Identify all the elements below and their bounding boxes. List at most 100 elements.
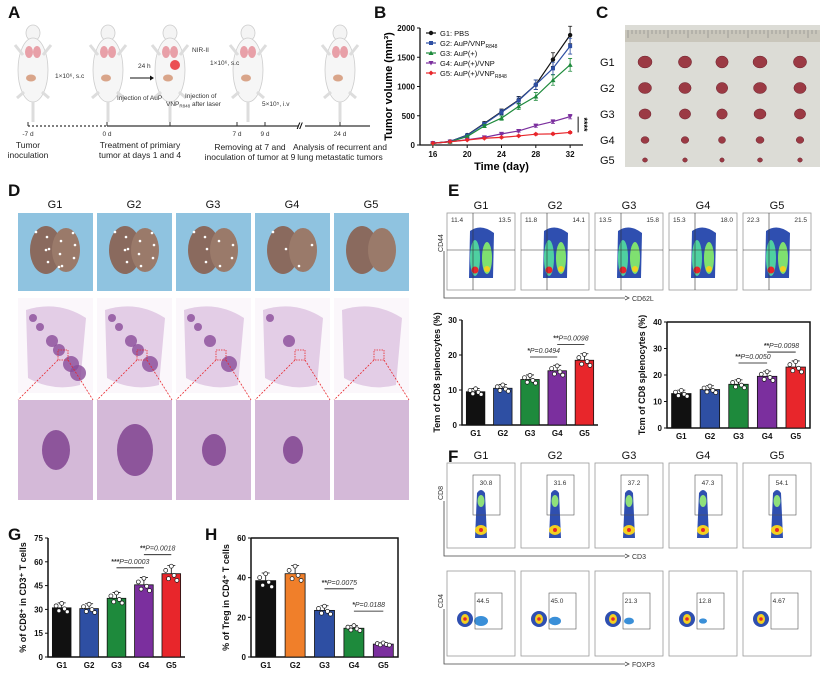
tumor-nodule — [29, 314, 37, 322]
quadrant-value: 11.8 — [525, 217, 538, 224]
y-axis-label: % of Treg in CD4⁺ T cells — [221, 544, 231, 651]
metastasis-marker — [139, 264, 143, 268]
lung-icon — [25, 46, 33, 58]
p-value: P=0.0075 — [327, 580, 357, 587]
y-axis-label: Tem of CD8 splenocytes (%) — [432, 312, 442, 432]
metastasis-marker — [58, 252, 62, 256]
x-tick-label: G2 — [705, 432, 716, 441]
mouse-limbs — [320, 44, 360, 100]
sample-point — [325, 608, 330, 614]
metastasis-marker — [124, 235, 128, 239]
group-label: G3 — [206, 199, 221, 211]
population — [699, 618, 707, 624]
sample-point — [166, 576, 171, 582]
sample-point — [733, 384, 738, 390]
gate — [622, 592, 651, 630]
population — [470, 240, 480, 276]
population-core — [471, 266, 479, 274]
lung-lobe — [289, 228, 317, 272]
metastasis-marker — [59, 239, 63, 243]
metastasis-marker — [217, 239, 221, 243]
metastasis-marker — [47, 247, 51, 251]
population — [549, 616, 561, 626]
y-axis-label: % of CD8⁺ in CD3⁺ T cells — [18, 542, 28, 653]
y-tick-label: 20 — [448, 351, 457, 360]
x-tick-label: G1 — [470, 429, 481, 438]
gate-value: 45.0 — [551, 598, 564, 605]
population-core — [545, 266, 553, 274]
sample-point — [761, 377, 767, 382]
zoom-region — [294, 349, 306, 361]
bar-G1 — [671, 393, 692, 429]
sample-point — [260, 582, 266, 588]
sample-point — [793, 359, 799, 364]
sample-point — [174, 578, 180, 583]
metastasis-marker — [204, 260, 208, 264]
tem-bar-chart: 0 10 20 30 G1 G2 G3 G4 G5 Tem of CD8 splenocytes … — [432, 312, 598, 438]
x-tick-label: G3 — [319, 661, 330, 670]
tumor-sample — [755, 136, 765, 144]
data-point — [499, 134, 504, 140]
tumor-icon — [163, 74, 173, 82]
sample-point — [138, 586, 144, 592]
significance-stars: ** — [764, 343, 770, 350]
population-core — [632, 266, 638, 272]
gate-value: 31.6 — [554, 480, 567, 487]
metastasis-marker — [72, 256, 76, 260]
sample-point — [787, 362, 793, 367]
metastasis-marker — [151, 256, 155, 260]
population — [773, 495, 781, 507]
y-tick-label: 0 — [658, 424, 663, 433]
metastasis-marker — [297, 264, 301, 268]
tumor-nodule — [187, 314, 195, 322]
population-core — [685, 617, 689, 621]
significance-label: **P=0.0098 — [764, 343, 800, 350]
population — [692, 240, 702, 276]
panel-label-h: H — [205, 525, 217, 544]
population-core — [479, 528, 483, 532]
p-value: P=0.0098 — [769, 343, 799, 350]
tumor-nodule — [46, 335, 58, 347]
significance-label: *P=0.0188 — [352, 602, 385, 609]
population-core — [627, 528, 631, 532]
timeline-description: lung metastatic tumors — [297, 152, 383, 162]
sample-point — [386, 642, 392, 648]
p-value: P=0.0188 — [355, 602, 385, 609]
tumor-detail — [117, 424, 153, 476]
significance-label: **P=0.0050 — [735, 354, 771, 361]
lung-images: G1 G2 G3 G4 G5 — [17, 199, 410, 500]
data-point — [499, 131, 504, 137]
tumor-nodule — [266, 314, 274, 322]
population-core — [558, 266, 564, 272]
tumor-sample — [678, 82, 692, 94]
legend-entry: G1: PBS — [440, 29, 469, 38]
tumor-sample — [752, 55, 768, 69]
data-point — [428, 61, 434, 66]
data-point — [428, 70, 434, 76]
bar-G3 — [520, 379, 540, 426]
population — [766, 240, 776, 276]
quadrant-value: 11.4 — [451, 217, 464, 224]
y-tick-label: 10 — [448, 386, 457, 395]
significance-stars: * — [352, 602, 355, 609]
tumor-sample — [638, 108, 652, 120]
tumor-sample — [715, 55, 729, 69]
data-point — [428, 50, 434, 55]
panel-label-g: G — [8, 525, 21, 544]
sample-point — [59, 601, 65, 606]
lung-icon — [248, 46, 256, 58]
axis-arrow — [443, 501, 625, 557]
injection-aup-label: Injection of AuP — [117, 95, 162, 102]
x-tick-label: 20 — [463, 150, 472, 159]
sample-point — [316, 606, 321, 611]
bar-G3 — [314, 609, 335, 658]
sample-point — [587, 363, 593, 368]
x-tick-label: G4 — [139, 661, 150, 670]
quadrant-value: 13.5 — [599, 217, 612, 224]
metastasis-marker — [205, 247, 209, 251]
gate — [474, 592, 503, 630]
sample-point — [533, 380, 538, 386]
metastasis-marker — [44, 248, 48, 252]
sample-point — [357, 628, 363, 633]
population — [474, 616, 488, 626]
